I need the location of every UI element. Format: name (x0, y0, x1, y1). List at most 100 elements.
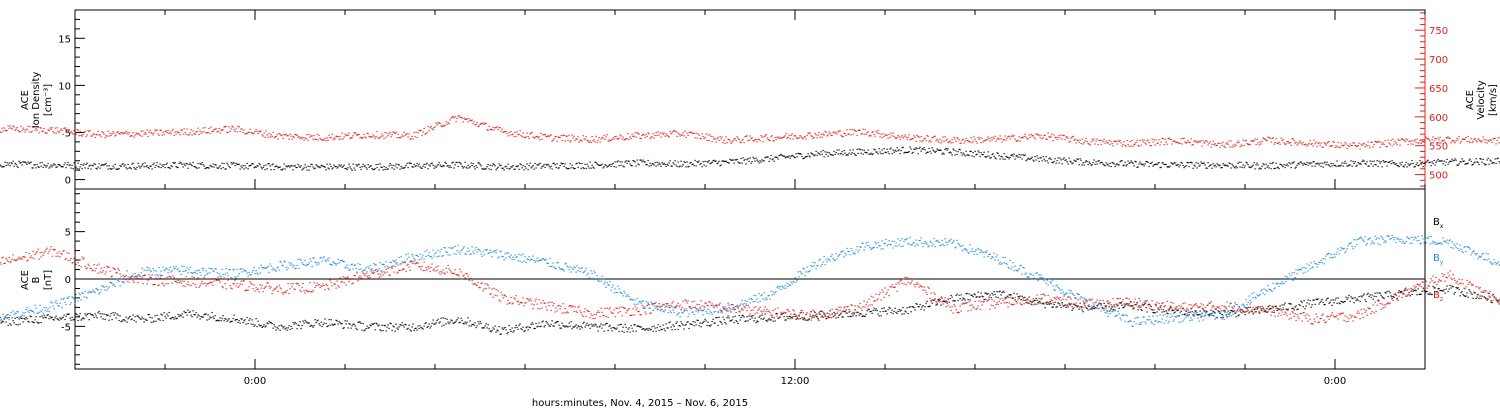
data-point (482, 123, 484, 125)
data-point (658, 162, 660, 164)
data-point (388, 165, 390, 167)
data-point (1147, 161, 1149, 163)
data-point (1177, 163, 1179, 166)
data-point (1306, 145, 1308, 147)
data-point (379, 163, 381, 165)
data-point (549, 134, 551, 136)
data-point (87, 130, 89, 132)
data-point (471, 119, 473, 121)
data-point (1160, 166, 1162, 168)
data-point (306, 134, 308, 136)
data-point (292, 135, 294, 138)
data-point (648, 133, 650, 135)
data-point (296, 134, 298, 136)
data-point (1368, 165, 1370, 167)
data-point (1309, 139, 1311, 142)
data-point (1412, 143, 1414, 145)
data-point (998, 138, 1000, 140)
data-point (419, 130, 421, 132)
data-point (730, 159, 732, 161)
data-point (300, 165, 302, 167)
data-point (1358, 142, 1360, 144)
data-point (51, 127, 53, 129)
data-point (787, 156, 789, 158)
data-point (1072, 135, 1074, 137)
data-point (274, 166, 276, 168)
data-point (1071, 163, 1073, 165)
data-point (937, 149, 939, 151)
data-point (487, 164, 489, 166)
data-point (625, 138, 627, 140)
data-point (1241, 145, 1243, 147)
data-point (106, 165, 108, 167)
data-point (101, 164, 103, 166)
data-point (1221, 167, 1223, 169)
data-point (391, 134, 393, 136)
data-point (1376, 160, 1378, 162)
data-point (575, 138, 577, 140)
data-point (313, 135, 315, 137)
data-point (1453, 159, 1455, 161)
data-point (1192, 143, 1194, 146)
data-point (1265, 163, 1267, 165)
data-point (444, 124, 446, 126)
data-point (319, 167, 321, 169)
data-point (877, 153, 879, 155)
data-point (933, 150, 935, 152)
data-point (135, 168, 137, 170)
data-point (1356, 145, 1358, 148)
data-point (245, 133, 247, 135)
data-point (330, 137, 332, 139)
data-point (806, 134, 808, 137)
data-point (1473, 162, 1475, 164)
data-point (426, 162, 428, 164)
data-point (1331, 165, 1333, 167)
data-point (264, 169, 266, 171)
data-point (108, 165, 110, 167)
data-point (526, 132, 528, 134)
data-point (123, 165, 125, 167)
data-point (778, 138, 780, 140)
data-point (405, 164, 407, 166)
data-point (810, 152, 812, 154)
data-point (1278, 168, 1280, 170)
data-point (603, 134, 605, 136)
data-point (286, 166, 288, 168)
data-point (590, 167, 592, 169)
data-point (1373, 160, 1375, 162)
data-point (356, 134, 358, 136)
data-point (832, 154, 834, 156)
data-point (46, 132, 48, 134)
data-point (180, 162, 182, 164)
data-point (1058, 135, 1060, 137)
data-point (905, 136, 907, 138)
data-point (878, 148, 880, 150)
data-point (1188, 166, 1190, 168)
data-point (246, 132, 248, 135)
data-point (572, 137, 574, 139)
data-point (77, 162, 79, 164)
data-point (1254, 138, 1256, 140)
data-point (448, 166, 450, 168)
data-point (953, 136, 955, 138)
data-point (582, 167, 584, 169)
data-point (908, 134, 910, 136)
data-point (785, 133, 787, 135)
data-point (559, 136, 561, 139)
data-point (179, 134, 181, 136)
data-point (837, 153, 839, 155)
data-point (1134, 143, 1136, 145)
data-point (585, 167, 587, 169)
data-point (739, 141, 741, 143)
data-point (100, 165, 102, 167)
data-point (704, 136, 706, 138)
data-point (517, 165, 519, 167)
data-point (914, 148, 916, 150)
data-point (807, 153, 809, 155)
data-point (298, 165, 300, 167)
data-point (733, 138, 735, 140)
data-point (244, 133, 246, 135)
data-point (1378, 160, 1380, 162)
data-point (1040, 157, 1042, 159)
data-point (1434, 164, 1436, 166)
